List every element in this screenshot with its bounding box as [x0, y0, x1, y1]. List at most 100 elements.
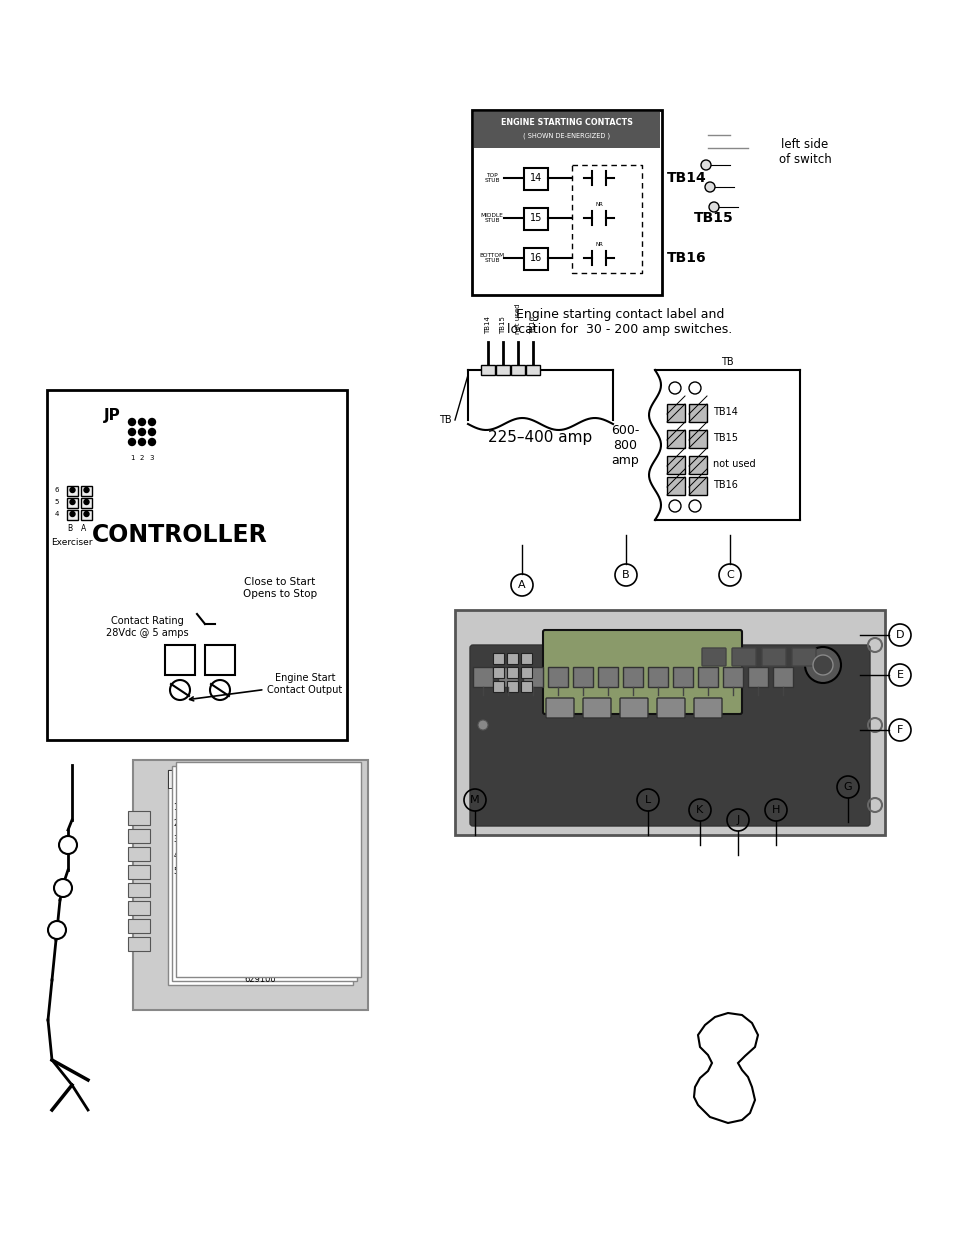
Text: 5 + RUN - START #1: 5 + RUN - START #1	[173, 867, 251, 877]
Bar	[722, 667, 742, 687]
Bar	[473, 667, 493, 687]
Bar	[168, 769, 353, 986]
Text: ASCO 165 SERIES - 2 WIRE CONTROL: ASCO 165 SERIES - 2 WIRE CONTROL	[190, 893, 331, 902]
Bar	[128, 829, 150, 844]
Text: TB14: TB14	[484, 316, 491, 333]
Bar	[172, 885, 348, 908]
Bar	[547, 667, 567, 687]
Text: B: B	[68, 524, 72, 532]
Bar	[493, 667, 503, 678]
Text: 225–400 amp: 225–400 amp	[488, 430, 592, 445]
Bar	[522, 667, 542, 687]
Text: TB15: TB15	[693, 211, 733, 225]
Text: 16: 16	[529, 253, 541, 263]
Bar	[506, 667, 517, 678]
Bar	[128, 919, 150, 932]
Bar	[772, 667, 792, 687]
Text: ENGINE STARTING CONTACTS: ENGINE STARTING CONTACTS	[500, 117, 633, 126]
FancyBboxPatch shape	[582, 698, 610, 718]
Bar	[165, 645, 194, 676]
Bar	[688, 456, 706, 474]
Bar	[472, 110, 661, 295]
Bar	[520, 653, 532, 664]
Text: not used: not used	[712, 459, 755, 469]
Bar	[81, 487, 91, 496]
Circle shape	[70, 499, 75, 505]
Bar	[573, 667, 593, 687]
Text: A: A	[81, 524, 87, 532]
Bar	[47, 390, 347, 740]
Text: NR: NR	[595, 201, 602, 206]
Text: 629100: 629100	[244, 976, 276, 984]
Text: TB14: TB14	[666, 170, 706, 185]
Bar	[523, 248, 547, 270]
Text: H: H	[771, 805, 780, 815]
Bar	[474, 112, 659, 148]
Text: TB15: TB15	[499, 316, 505, 333]
Bar	[525, 366, 539, 375]
Bar	[506, 680, 517, 692]
Text: TOP
STUB: TOP STUB	[484, 173, 499, 184]
Bar	[520, 680, 532, 692]
Bar	[128, 883, 150, 897]
Circle shape	[704, 182, 714, 191]
Text: TB14: TB14	[712, 408, 737, 417]
Bar	[493, 680, 503, 692]
Text: 600-
800
amp: 600- 800 amp	[610, 424, 639, 467]
Text: TB16: TB16	[530, 316, 536, 333]
FancyBboxPatch shape	[542, 630, 741, 714]
Text: 6: 6	[54, 487, 59, 493]
Text: Exerciser: Exerciser	[51, 537, 92, 547]
Text: TB15: TB15	[712, 433, 738, 443]
Text: CONTROLLER: CONTROLLER	[92, 522, 268, 547]
Text: TB: TB	[439, 415, 452, 425]
Circle shape	[708, 203, 719, 212]
Bar	[523, 168, 547, 190]
Text: TB16: TB16	[666, 251, 706, 266]
Circle shape	[54, 879, 71, 897]
Text: C: C	[725, 571, 733, 580]
Bar	[598, 667, 618, 687]
Bar	[747, 667, 767, 687]
FancyBboxPatch shape	[657, 698, 684, 718]
Text: ( SHOWN DE-ENERGIZED ): ( SHOWN DE-ENERGIZED )	[523, 132, 610, 140]
FancyBboxPatch shape	[791, 648, 815, 666]
Text: J: J	[736, 815, 739, 825]
Circle shape	[812, 655, 832, 676]
Bar	[480, 366, 495, 375]
Text: Engine starting contact label and
location for  30 - 200 amp switches.: Engine starting contact label and locati…	[507, 308, 732, 336]
Circle shape	[804, 647, 841, 683]
Text: TB16: TB16	[712, 480, 737, 490]
Bar	[67, 498, 78, 508]
FancyBboxPatch shape	[761, 648, 785, 666]
Circle shape	[138, 438, 146, 446]
Bar	[497, 667, 517, 687]
Circle shape	[129, 438, 135, 446]
Text: 15: 15	[529, 212, 541, 224]
Text: B: B	[621, 571, 629, 580]
Text: TB: TB	[720, 357, 733, 367]
Text: 3 - -: 3 - -	[173, 836, 189, 845]
Text: L: L	[644, 795, 651, 805]
Circle shape	[70, 511, 75, 516]
Bar	[506, 653, 517, 664]
Circle shape	[129, 429, 135, 436]
FancyBboxPatch shape	[470, 645, 869, 826]
Circle shape	[149, 438, 155, 446]
Bar	[666, 477, 684, 495]
Bar	[672, 667, 692, 687]
Text: 1 - -: 1 - -	[173, 804, 189, 813]
Text: Close to Start
Opens to Stop: Close to Start Opens to Stop	[243, 577, 316, 599]
Bar	[128, 864, 150, 879]
Bar	[128, 811, 150, 825]
Bar	[128, 902, 150, 915]
Bar	[688, 430, 706, 448]
Text: JP: JP	[104, 408, 120, 422]
Circle shape	[149, 429, 155, 436]
Bar	[493, 653, 503, 664]
Text: NR: NR	[595, 242, 602, 247]
Text: A: A	[517, 580, 525, 590]
Text: 3: 3	[150, 454, 154, 461]
Circle shape	[84, 488, 89, 493]
Bar	[647, 667, 667, 687]
